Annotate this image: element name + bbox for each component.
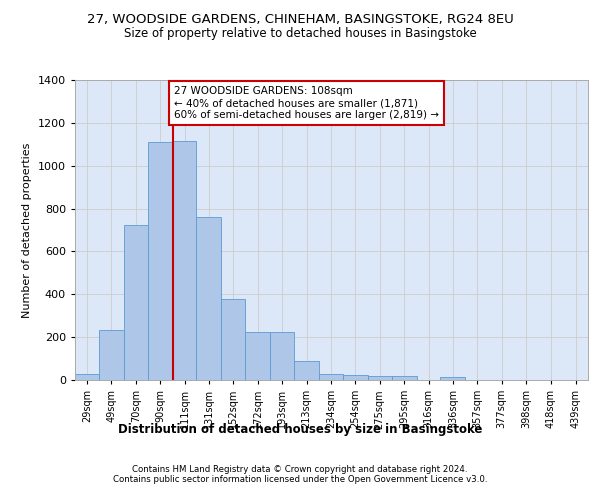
Bar [270, 332, 294, 380]
Bar [124, 224, 148, 380]
Bar [245, 332, 270, 380]
Bar [148, 142, 173, 380]
Text: 27 WOODSIDE GARDENS: 108sqm
← 40% of detached houses are smaller (1,871)
60% of : 27 WOODSIDE GARDENS: 108sqm ← 40% of det… [174, 86, 439, 120]
Text: Contains public sector information licensed under the Open Government Licence v3: Contains public sector information licen… [113, 475, 487, 484]
Bar [343, 374, 368, 380]
Bar [173, 141, 196, 380]
Bar [440, 378, 466, 380]
Text: Distribution of detached houses by size in Basingstoke: Distribution of detached houses by size … [118, 422, 482, 436]
Bar [294, 360, 319, 380]
Bar [75, 374, 99, 380]
Bar [392, 376, 416, 380]
Text: Contains HM Land Registry data © Crown copyright and database right 2024.: Contains HM Land Registry data © Crown c… [132, 465, 468, 474]
Text: 27, WOODSIDE GARDENS, CHINEHAM, BASINGSTOKE, RG24 8EU: 27, WOODSIDE GARDENS, CHINEHAM, BASINGST… [86, 12, 514, 26]
Bar [319, 374, 343, 380]
Bar [368, 376, 392, 380]
Y-axis label: Number of detached properties: Number of detached properties [22, 142, 32, 318]
Text: Size of property relative to detached houses in Basingstoke: Size of property relative to detached ho… [124, 28, 476, 40]
Bar [221, 298, 245, 380]
Bar [99, 330, 124, 380]
Bar [196, 217, 221, 380]
